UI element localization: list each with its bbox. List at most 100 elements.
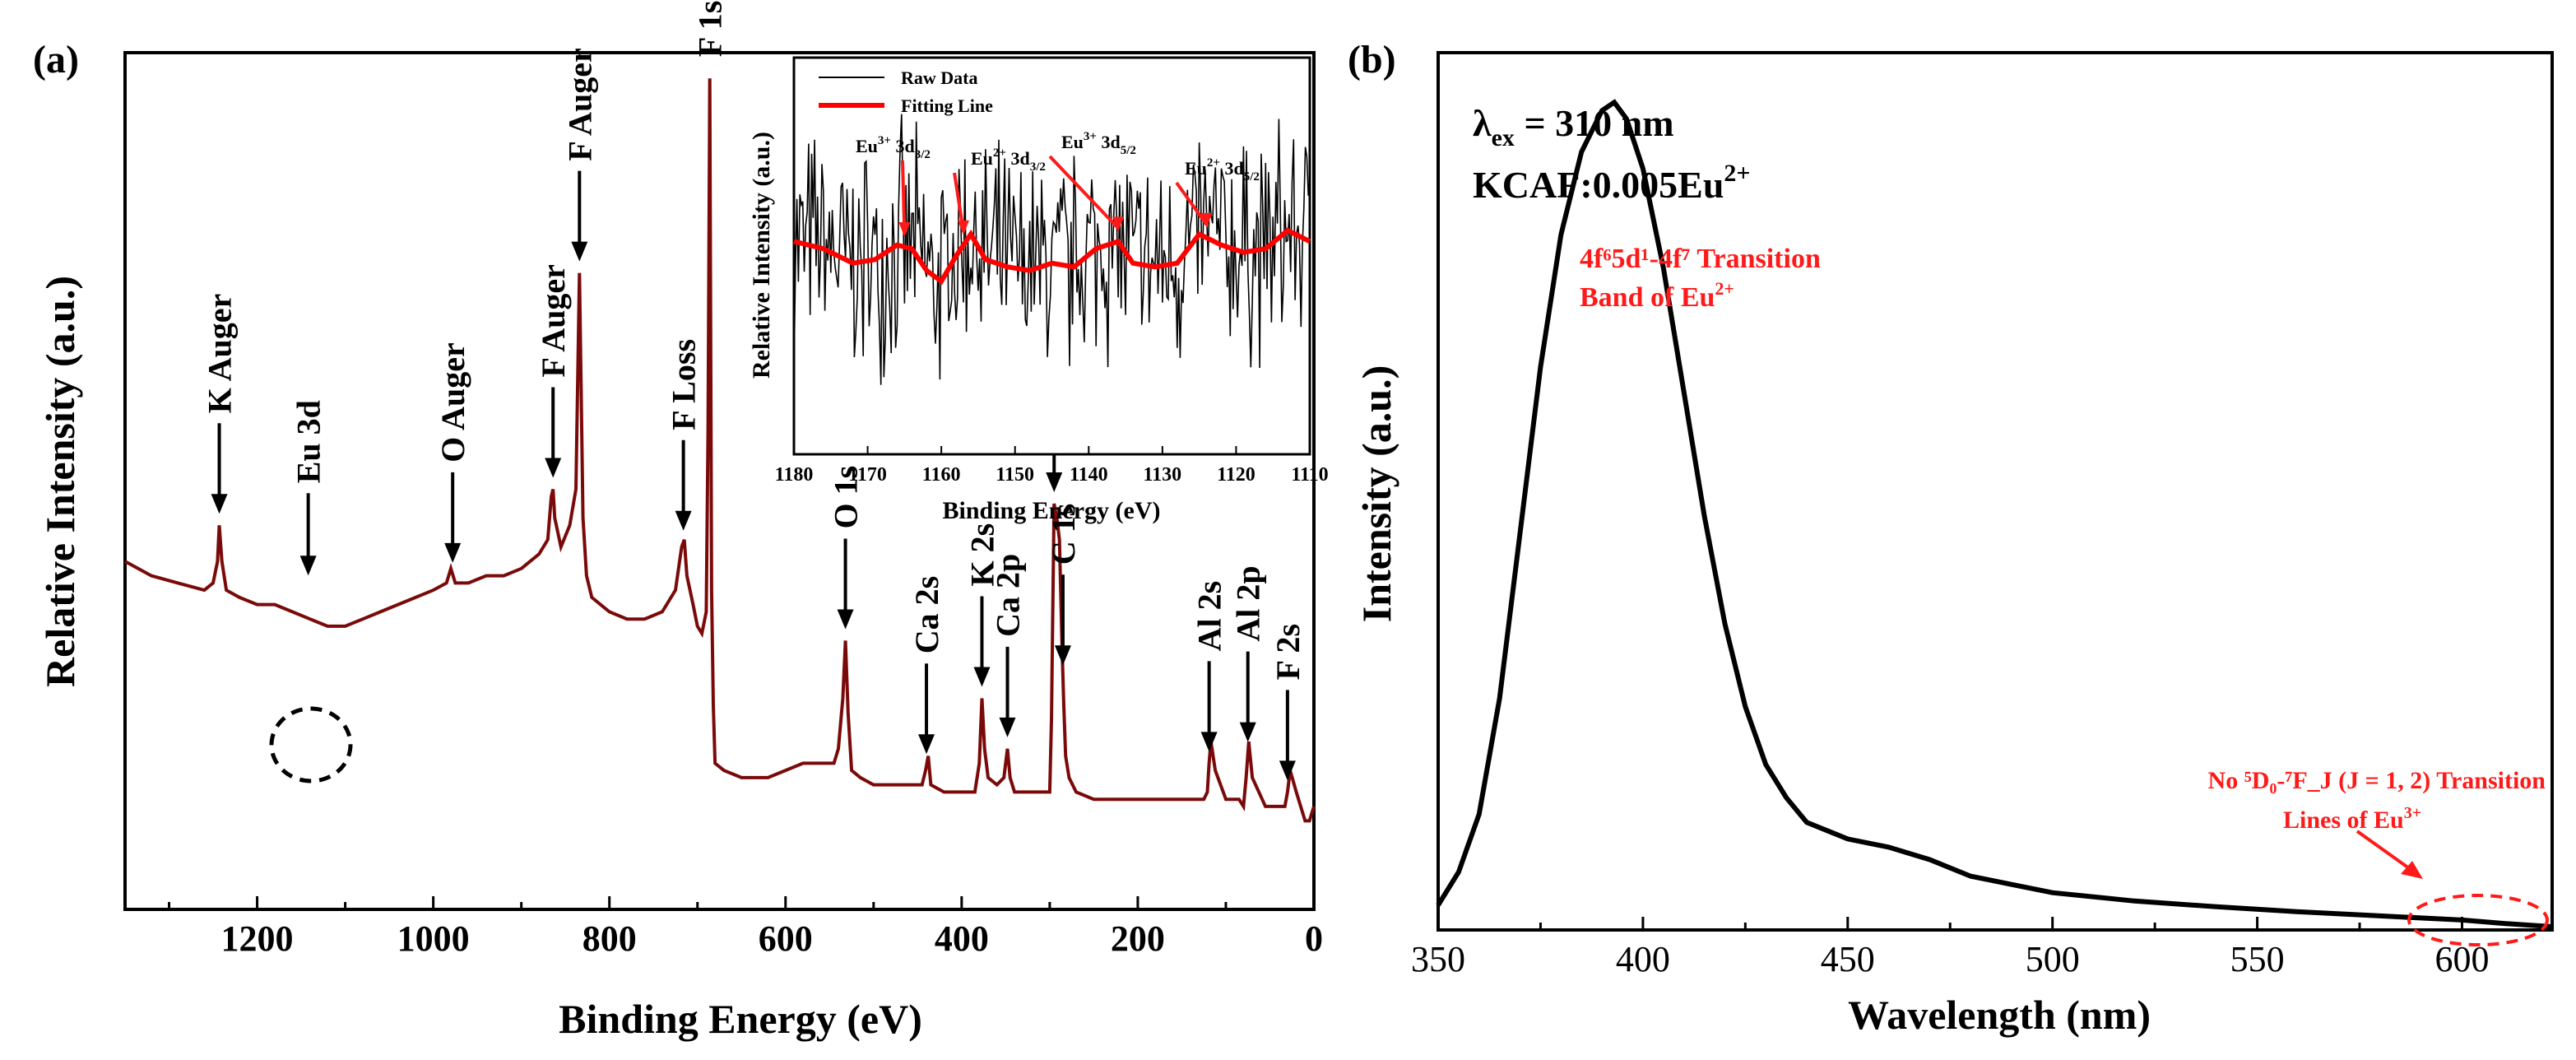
panel-a-tick-label: 0 [1305, 918, 1323, 959]
peak-label: F 2s [1269, 624, 1307, 681]
band-label-eu: Band of Eu [1580, 282, 1715, 313]
panel-a-tick-label: 600 [759, 918, 813, 959]
peak-arrowhead [837, 609, 854, 630]
inset-raw-data-line [793, 114, 1309, 385]
panel-a-x-axis-title: Binding Energy (eV) [559, 996, 922, 1042]
peak-label: Ca 2p [990, 554, 1027, 637]
peak-label: Ca 2s [908, 576, 945, 653]
inset-peak-label: Eu3+ 3d3/2 [856, 134, 931, 161]
peak-label: O Auger [434, 342, 471, 463]
peak-arrowhead [299, 556, 317, 576]
inset-tick-label: 1180 [775, 464, 814, 486]
inset-tick-label: 1130 [1144, 464, 1182, 486]
peak-arrowhead [1279, 760, 1296, 781]
peak-arrowhead [999, 717, 1016, 737]
inset-peak-label: Eu3+ 3d5/2 [1061, 130, 1136, 157]
sample-label: KCAF:0.005Eu2+ [1473, 160, 1751, 206]
peak-arrowhead [1046, 472, 1063, 492]
sample-charge: 2+ [1724, 160, 1750, 187]
peak-arrowhead [918, 734, 935, 755]
panel-b-y-axis-title: Intensity (a.u.) [1353, 365, 1399, 623]
excitation-wavelength-label: λex = 310 nm [1473, 102, 1674, 151]
panel-b-tick-label: 450 [1821, 939, 1875, 979]
inset-peak-arrowhead [898, 221, 911, 237]
panel-b-tick-label: 500 [2026, 939, 2080, 979]
peak-arrowhead [211, 494, 228, 514]
peak-arrowhead [675, 510, 692, 531]
inset-tick-label: 1160 [922, 464, 961, 486]
lambda-symbol: λ [1473, 102, 1492, 144]
no-transition-label-line2: Lines of Eu3+ [2283, 804, 2421, 834]
panel-b-tick-label: 350 [1411, 939, 1465, 979]
inset-x-ticks: 1180 1170 1160 1150 1140 1130 1120 1110 [775, 446, 1329, 486]
band-label-charge: 2+ [1715, 278, 1734, 299]
inset-peak-arrow [1048, 155, 1120, 230]
peak-label: O 1s [828, 466, 865, 529]
panel-b-tick-label: 600 [2434, 939, 2489, 979]
band-label-line1: 4f⁶5d¹-4f⁷ Transition [1580, 244, 1821, 274]
no-transition-label-line1: No ⁵D₀-⁷F_J (J = 1, 2) Transition [2208, 767, 2546, 794]
inset-peak-label: Eu2+ 3d5/2 [1185, 156, 1260, 184]
inset-tick-label: 1120 [1217, 464, 1256, 486]
peak-label: F Auger [535, 264, 572, 377]
legend-fit-label: Fitting Line [901, 95, 993, 116]
peak-label: F 1s [692, 1, 729, 58]
xps-survey-spectrum [124, 78, 1316, 823]
panel-a-x-ticks: 1200 1000 800 600 400 200 0 [168, 896, 1323, 959]
inset-peak-label: Eu2+ 3d3/2 [971, 146, 1046, 174]
inset-y-axis-title: Relative Intensity (a.u.) [748, 132, 775, 379]
peak-arrowhead [545, 458, 562, 478]
inset-peak-arrow [901, 160, 907, 235]
peak-arrowhead [571, 241, 588, 262]
inset-peak-annotations: Eu3+ 3d3/2 Eu2+ 3d3/2 Eu3+ 3d5/2 Eu2+ 3d5/2 [856, 130, 1260, 237]
inset-tick-label: 1150 [996, 464, 1034, 486]
panel-a-tick-label: 200 [1111, 918, 1165, 959]
inset-x-axis-title: Binding Energy (eV) [942, 497, 1160, 524]
inset-tick-label: 1140 [1070, 464, 1108, 486]
eu3d-dashed-circle [269, 706, 353, 783]
peak-label: C 1s [1045, 504, 1082, 565]
peak-label: Al 2s [1191, 581, 1228, 652]
no-transition-arrow [2356, 830, 2416, 874]
panel-a-tick-label: 800 [583, 918, 637, 959]
inset-tick-label: 1110 [1291, 464, 1328, 486]
inset-fitting-line [793, 227, 1311, 286]
legend-raw-label: Raw Data [901, 67, 978, 88]
peak-label: F Loss [666, 339, 703, 430]
lambda-subscript: ex [1492, 124, 1515, 151]
inset-peak-arrow [1175, 181, 1209, 226]
inset-peak-arrowhead [1200, 212, 1213, 228]
inset-peak-arrowhead [958, 220, 970, 235]
emission-spectrum [1436, 99, 2553, 929]
panel-a-tick-label: 400 [935, 918, 989, 959]
inset-tick-label: 1170 [848, 464, 887, 486]
panel-a-peak-annotations: K Auger Eu 3d O Auger F Auger F Auger F Loss F… [202, 1, 1307, 781]
panel-a-frame [123, 51, 1316, 911]
panel-a-y-axis-title: Relative Intensity (a.u.) [37, 276, 83, 687]
inset-peak-arrowhead [1112, 216, 1125, 232]
panel-b-tick-label: 400 [1616, 939, 1670, 979]
peak-label: K 2s [963, 523, 1000, 587]
no-transition-eu: Lines of Eu [2283, 807, 2404, 834]
peak-arrowhead [1239, 722, 1256, 742]
panel-a-tick-label: 1200 [221, 918, 294, 959]
panel-b-tick-label: 550 [2230, 939, 2285, 979]
peak-arrowhead [973, 667, 991, 687]
panel-b-x-axis-title: Wavelength (nm) [1848, 992, 2151, 1038]
no-transition-charge: 3+ [2404, 804, 2421, 822]
lambda-value: = 310 nm [1515, 102, 1674, 144]
panel-b-label: (b) [1348, 38, 1396, 81]
band-label-line2: Band of Eu2+ [1580, 278, 1734, 313]
peak-label: Al 2p [1230, 565, 1267, 641]
sample-formula: KCAF:0.005Eu [1473, 164, 1724, 206]
peak-arrowhead [1200, 732, 1218, 752]
peak-arrowhead [1054, 645, 1071, 666]
peak-label: F Auger [561, 48, 598, 160]
panel-a-label: (a) [33, 38, 79, 81]
panel-b-x-ticks: 350 400 450 500 550 600 [1411, 917, 2489, 979]
peak-label: Eu 3d [290, 400, 327, 483]
panel-a-tick-label: 1000 [397, 918, 470, 959]
inset-legend: Raw Data Fitting Line [819, 67, 993, 116]
no-transition-arrowhead [2401, 861, 2423, 879]
